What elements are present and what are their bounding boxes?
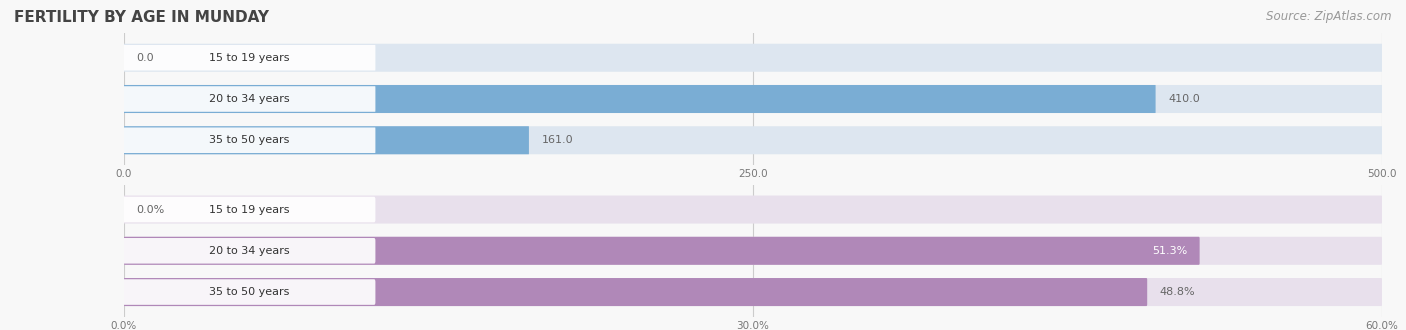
FancyBboxPatch shape: [118, 238, 375, 264]
Text: 51.3%: 51.3%: [1152, 246, 1187, 256]
Text: 15 to 19 years: 15 to 19 years: [209, 53, 290, 63]
Text: Source: ZipAtlas.com: Source: ZipAtlas.com: [1267, 10, 1392, 23]
FancyBboxPatch shape: [118, 279, 375, 305]
Text: 0.0%: 0.0%: [136, 205, 165, 214]
Text: 35 to 50 years: 35 to 50 years: [209, 135, 290, 145]
FancyBboxPatch shape: [124, 237, 1382, 265]
Text: 35 to 50 years: 35 to 50 years: [209, 287, 290, 297]
Text: 15 to 19 years: 15 to 19 years: [209, 205, 290, 214]
Text: 0.0: 0.0: [136, 53, 153, 63]
FancyBboxPatch shape: [124, 195, 1382, 224]
FancyBboxPatch shape: [124, 85, 1382, 113]
Text: FERTILITY BY AGE IN MUNDAY: FERTILITY BY AGE IN MUNDAY: [14, 10, 269, 25]
FancyBboxPatch shape: [124, 85, 1156, 113]
Text: 48.8%: 48.8%: [1160, 287, 1195, 297]
FancyBboxPatch shape: [124, 278, 1147, 306]
FancyBboxPatch shape: [124, 44, 1382, 72]
FancyBboxPatch shape: [118, 197, 375, 222]
FancyBboxPatch shape: [124, 126, 1382, 154]
Text: 410.0: 410.0: [1168, 94, 1199, 104]
Text: 20 to 34 years: 20 to 34 years: [209, 94, 290, 104]
FancyBboxPatch shape: [118, 45, 375, 71]
FancyBboxPatch shape: [118, 86, 375, 112]
FancyBboxPatch shape: [124, 126, 529, 154]
Text: 20 to 34 years: 20 to 34 years: [209, 246, 290, 256]
FancyBboxPatch shape: [118, 127, 375, 153]
FancyBboxPatch shape: [124, 278, 1382, 306]
Text: 161.0: 161.0: [541, 135, 574, 145]
FancyBboxPatch shape: [124, 237, 1199, 265]
